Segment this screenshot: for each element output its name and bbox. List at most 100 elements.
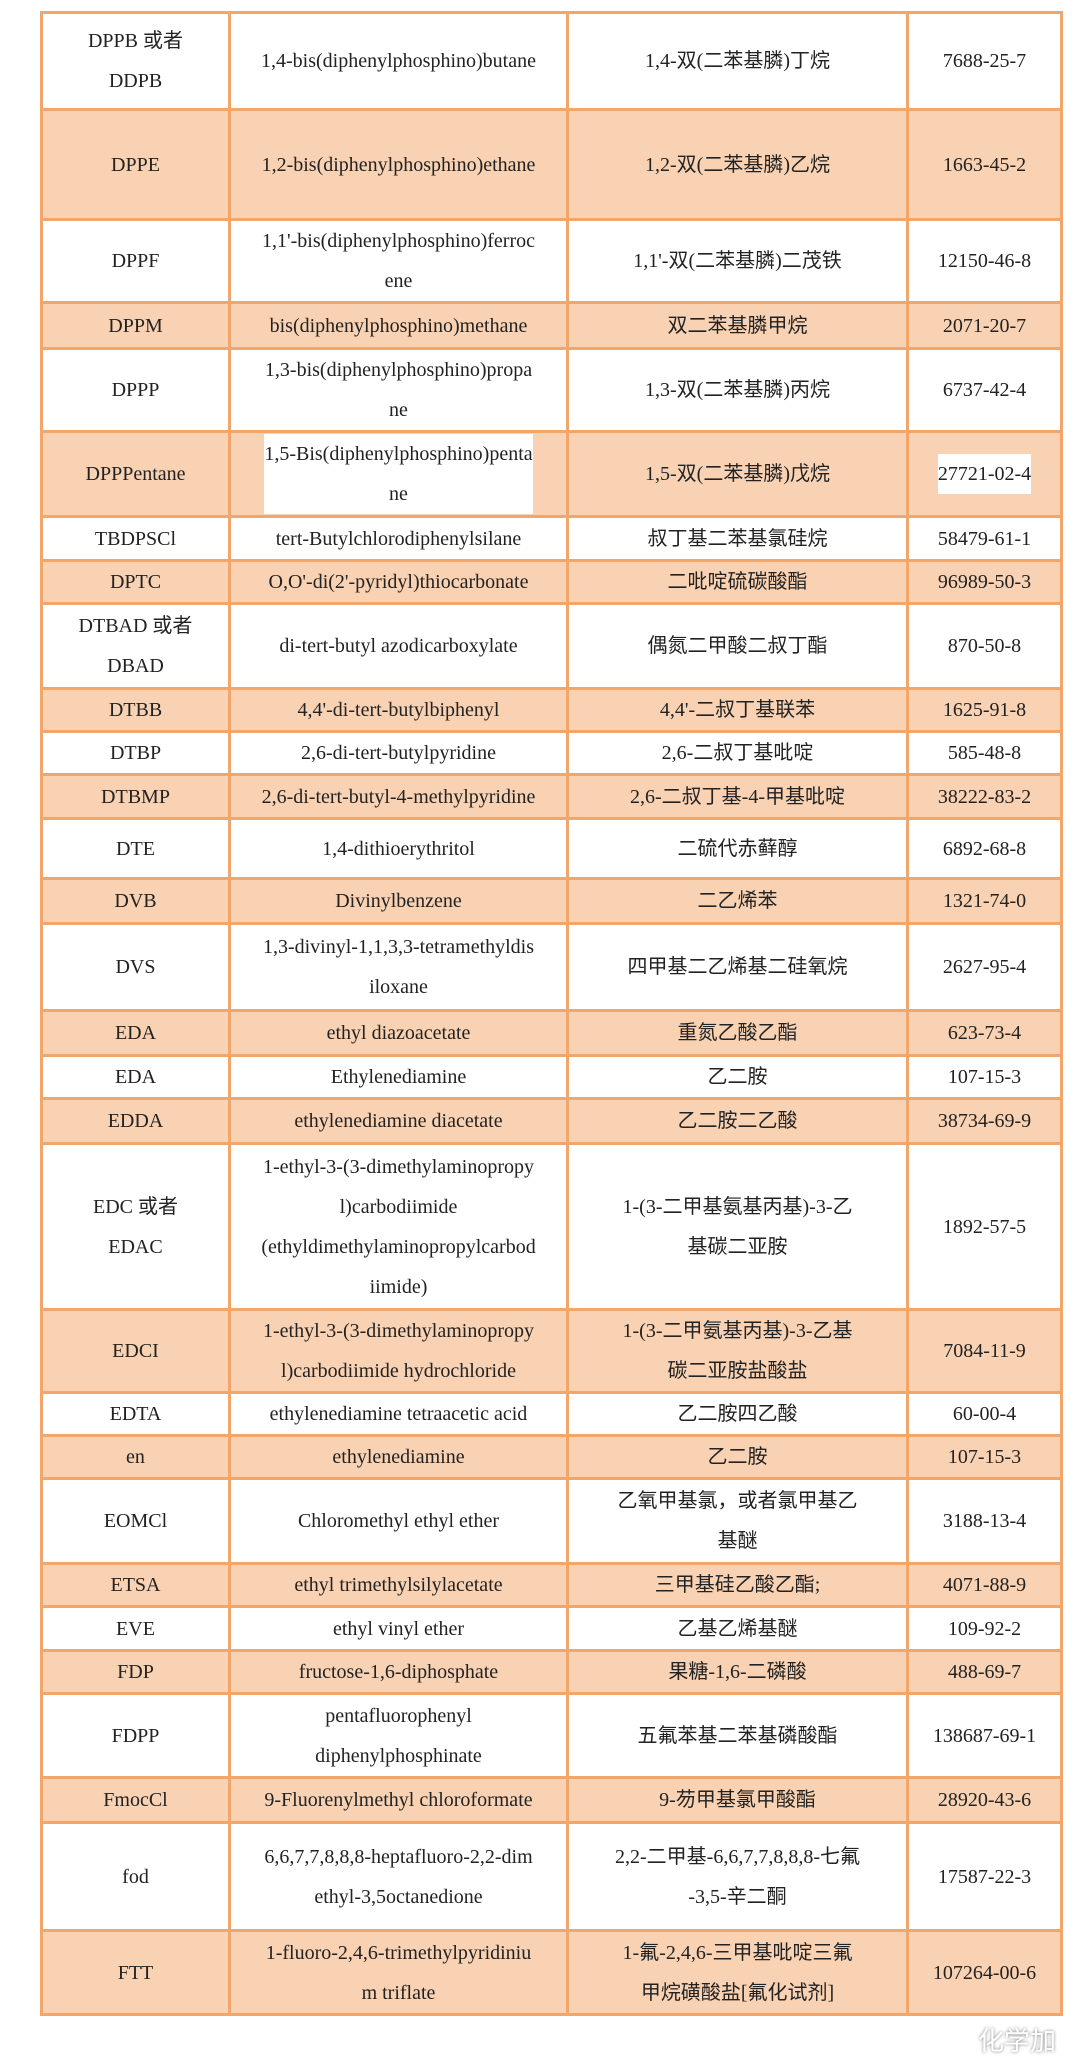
cell-cas: 623-73-4 (906, 1009, 1063, 1057)
cell-english: 1-ethyl-3-(3-dimethylaminopropy l)carbod… (228, 1142, 569, 1311)
cell-cas: 27721-02-4 (906, 430, 1063, 518)
table-row: DPPPentane 1,5-Bis(diphenylphosphino)pent… (40, 430, 1063, 518)
cell-english: 9-Fluorenylmethyl chloroformate (228, 1776, 569, 1824)
cell-abbr: EVE (40, 1605, 231, 1652)
cell-chinese: 果糖-1,6-二磷酸 (566, 1649, 909, 1695)
cell-abbr: EDA (40, 1009, 231, 1057)
cell-chinese: 1,5-双(二苯基膦)戊烷 (566, 430, 909, 518)
table-row: EOMCl Chloromethyl ethyl ether 乙氧甲基氯，或者氯甲基… (40, 1477, 1063, 1565)
table-row: DPPE 1,2-bis(diphenylphosphino)ethane 1,2-… (40, 108, 1063, 221)
cell-chinese: 二吡啶硫碳酸酯 (566, 559, 909, 605)
cell-english: 1-fluoro-2,4,6-trimethylpyridiniu m trif… (228, 1929, 569, 2016)
table-row: ETSA ethyl trimethylsilylacetate 三甲基硅乙酸乙酯;… (40, 1562, 1063, 1608)
cell-chinese: 1-氟-2,4,6-三甲基吡啶三氟 甲烷磺酸盐[氟化试剂] (566, 1929, 909, 2016)
cell-cas: 28920-43-6 (906, 1776, 1063, 1824)
table-row: DTBAD 或者 DBAD di-tert-butyl azodicarboxyl… (40, 602, 1063, 690)
cell-chinese: 1-(3-二甲氨基丙基)-3-乙基 碳二亚胺盐酸盐 (566, 1308, 909, 1394)
cell-cas: 60-00-4 (906, 1391, 1063, 1437)
cell-english: 1,3-bis(diphenylphosphino)propa ne (228, 347, 569, 433)
cell-english: 6,6,7,7,8,8,8-heptafluoro-2,2-dim ethyl-… (228, 1821, 569, 1932)
cell-english: Divinylbenzene (228, 877, 569, 925)
cell-cas: 1892-57-5 (906, 1142, 1063, 1311)
reagent-table: DPPB 或者 DDPB 1,4-bis(diphenylphosphino)bu… (40, 11, 1063, 2016)
cell-cas: 1663-45-2 (906, 108, 1063, 221)
cell-english: 1,5-Bis(diphenylphosphino)penta ne (228, 430, 569, 518)
cell-abbr: ETSA (40, 1562, 231, 1608)
cell-cas: 38222-83-2 (906, 773, 1063, 820)
table-row: DPPP 1,3-bis(diphenylphosphino)propa ne 1,… (40, 347, 1063, 433)
cell-chinese: 四甲基二乙烯基二硅氧烷 (566, 922, 909, 1012)
cell-cas: 138687-69-1 (906, 1692, 1063, 1779)
cell-cas: 109-92-2 (906, 1605, 1063, 1652)
cell-cas: 7084-11-9 (906, 1308, 1063, 1394)
cell-english: bis(diphenylphosphino)methane (228, 301, 569, 350)
cell-abbr: FDP (40, 1649, 231, 1695)
cell-abbr: FDPP (40, 1692, 231, 1779)
cell-english: 2,6-di-tert-butylpyridine (228, 730, 569, 776)
cell-cas: 6737-42-4 (906, 347, 1063, 433)
cell-chinese: 1-(3-二甲基氨基丙基)-3-乙 基碳二亚胺 (566, 1142, 909, 1311)
cell-english: 2,6-di-tert-butyl-4-methylpyridine (228, 773, 569, 820)
watermark-logo: 化学加 (932, 2022, 1056, 2062)
cell-cas: 4071-88-9 (906, 1562, 1063, 1608)
table-row: TBDPSCl tert-Butylchlorodiphenylsilane 叔丁基… (40, 515, 1063, 562)
cell-cas: 585-48-8 (906, 730, 1063, 776)
cell-english: ethyl vinyl ether (228, 1605, 569, 1652)
cell-abbr: DVS (40, 922, 231, 1012)
cell-cas: 2071-20-7 (906, 301, 1063, 350)
table-row: en ethylenediamine 乙二胺 107-15-3 (40, 1434, 1063, 1480)
cell-abbr: DPPPentane (40, 430, 231, 518)
cell-chinese: 二乙烯苯 (566, 877, 909, 925)
cell-chinese: 1,1'-双(二苯基膦)二茂铁 (566, 218, 909, 304)
cell-chinese: 1,4-双(二苯基膦)丁烷 (566, 11, 909, 111)
cell-english: 4,4'-di-tert-butylbiphenyl (228, 687, 569, 733)
table-row: FDP fructose-1,6-diphosphate 果糖-1,6-二磷酸 488… (40, 1649, 1063, 1695)
table-row: DPPM bis(diphenylphosphino)methane 双二苯基膦甲烷… (40, 301, 1063, 350)
cell-abbr: DPPM (40, 301, 231, 350)
cell-english: Ethylenediamine (228, 1054, 569, 1100)
cell-english: O,O'-di(2'-pyridyl)thiocarbonate (228, 559, 569, 605)
cell-abbr: fod (40, 1821, 231, 1932)
cell-chinese: 1,2-双(二苯基膦)乙烷 (566, 108, 909, 221)
table-row: FmocCl 9-Fluorenylmethyl chloroformate 9-芴… (40, 1776, 1063, 1824)
cell-abbr: DTBMP (40, 773, 231, 820)
cell-english: pentafluorophenyl diphenylphosphinate (228, 1692, 569, 1779)
cell-abbr: EOMCl (40, 1477, 231, 1565)
table-row: DPPF 1,1'-bis(diphenylphosphino)ferroc en… (40, 218, 1063, 304)
cell-cas: 488-69-7 (906, 1649, 1063, 1695)
cell-abbr: DPPE (40, 108, 231, 221)
cell-cas: 1625-91-8 (906, 687, 1063, 733)
table-row: FDPP pentafluorophenyl diphenylphosphinat… (40, 1692, 1063, 1779)
cell-english: 1,4-bis(diphenylphosphino)butane (228, 11, 569, 111)
cell-cas: 107264-00-6 (906, 1929, 1063, 2016)
cell-cas: 6892-68-8 (906, 817, 1063, 880)
cell-abbr: EDC 或者 EDAC (40, 1142, 231, 1311)
table-row: EDCI 1-ethyl-3-(3-dimethylaminopropy l)ca… (40, 1308, 1063, 1394)
cell-chinese: 五氟苯基二苯基磷酸酯 (566, 1692, 909, 1779)
cell-cas: 38734-69-9 (906, 1097, 1063, 1145)
table-row: DVB Divinylbenzene 二乙烯苯 1321-74-0 (40, 877, 1063, 925)
cell-chinese: 1,3-双(二苯基膦)丙烷 (566, 347, 909, 433)
cell-chinese: 2,6-二叔丁基-4-甲基吡啶 (566, 773, 909, 820)
cell-english: tert-Butylchlorodiphenylsilane (228, 515, 569, 562)
cell-chinese: 双二苯基膦甲烷 (566, 301, 909, 350)
cell-chinese: 偶氮二甲酸二叔丁酯 (566, 602, 909, 690)
cell-cas: 12150-46-8 (906, 218, 1063, 304)
cell-chinese: 9-芴甲基氯甲酸酯 (566, 1776, 909, 1824)
cell-english: 1,3-divinyl-1,1,3,3-tetramethyldis iloxa… (228, 922, 569, 1012)
cell-abbr: TBDPSCl (40, 515, 231, 562)
cell-abbr: DTBB (40, 687, 231, 733)
cell-chinese: 2,6-二叔丁基吡啶 (566, 730, 909, 776)
table-row: fod 6,6,7,7,8,8,8-heptafluoro-2,2-dim eth… (40, 1821, 1063, 1932)
cell-cas: 3188-13-4 (906, 1477, 1063, 1565)
table-row: EVE ethyl vinyl ether 乙基乙烯基醚 109-92-2 (40, 1605, 1063, 1652)
cell-chinese: 重氮乙酸乙酯 (566, 1009, 909, 1057)
cell-cas: 870-50-8 (906, 602, 1063, 690)
table-row: EDA ethyl diazoacetate 重氮乙酸乙酯 623-73-4 (40, 1009, 1063, 1057)
table-row: DTBP 2,6-di-tert-butylpyridine 2,6-二叔丁基吡啶 5… (40, 730, 1063, 776)
table-row: DVS 1,3-divinyl-1,1,3,3-tetramethyldis il… (40, 922, 1063, 1012)
cell-cas: 2627-95-4 (906, 922, 1063, 1012)
cell-abbr: DPTC (40, 559, 231, 605)
cell-abbr: en (40, 1434, 231, 1480)
cell-english: ethylenediamine tetraacetic acid (228, 1391, 569, 1437)
